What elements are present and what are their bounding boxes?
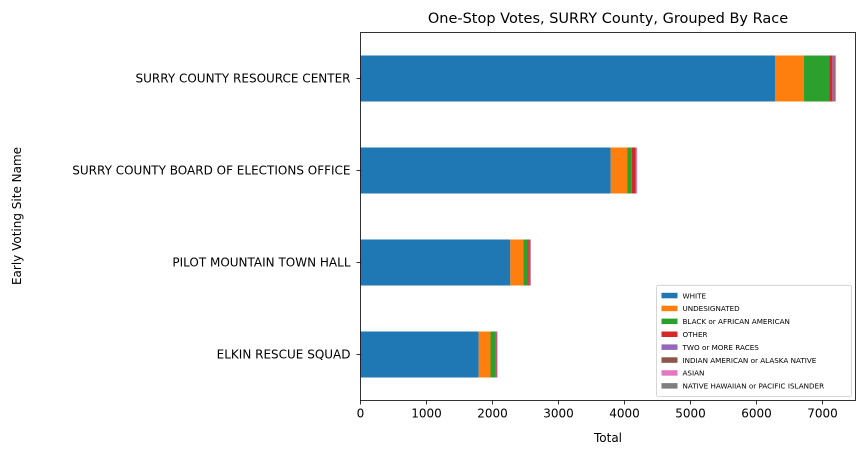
bar-other-elkin-rescue-squad	[495, 331, 497, 378]
legend-label-undesignated: UNDESIGNATED	[683, 304, 741, 313]
bar-white-surry-county-resource-center	[360, 55, 775, 102]
bar-black-or-african-american-surry-county-resource-center	[804, 55, 830, 102]
legend-label-other: OTHER	[683, 330, 708, 339]
bar-other-surry-county-resource-center	[829, 55, 833, 102]
bar-white-surry-county-board-of-elections-office	[360, 147, 611, 194]
bar-two-or-more-races-surry-county-board-of-elections-office	[635, 147, 637, 194]
x-axis-ticks: 0 1000 2000 3000 4000 5000 6000 7000	[357, 400, 838, 421]
legend-swatch-indian-american-or-alaska-native	[661, 357, 678, 363]
bar-indian-american-or-alaska-native-surry-county-resource-center	[834, 55, 836, 102]
bar-white-pilot-mountain-town-hall	[360, 239, 511, 286]
y-tick-label: SURRY COUNTY BOARD OF ELECTIONS OFFICE	[72, 164, 350, 178]
bar-two-or-more-races-surry-county-resource-center	[832, 55, 835, 102]
bar-undesignated-surry-county-board-of-elections-office	[610, 147, 628, 194]
legend-swatch-asian	[661, 370, 678, 376]
legend-label-asian: ASIAN	[683, 369, 705, 378]
legend-label-indian-american-or-alaska-native: INDIAN AMERICAN or ALASKA NATIVE	[683, 356, 817, 365]
chart-title: One-Stop Votes, SURRY County, Grouped By…	[428, 11, 788, 27]
bar-undesignated-elkin-rescue-squad	[478, 331, 491, 378]
legend-swatch-two-or-more-races	[661, 344, 678, 350]
legend-label-white: WHITE	[683, 291, 707, 300]
bar-undesignated-surry-county-resource-center	[774, 55, 805, 102]
legend-swatch-native-hawaiian-or-pacific-islander	[661, 383, 678, 389]
x-tick-label: 1000	[411, 407, 442, 421]
bar-undesignated-pilot-mountain-town-hall	[510, 239, 524, 286]
bar-black-or-african-american-surry-county-board-of-elections-office	[627, 147, 632, 194]
x-tick-label: 0	[357, 407, 365, 421]
x-tick-label: 7000	[807, 407, 838, 421]
x-tick-label: 6000	[741, 407, 772, 421]
bars-layer	[360, 55, 837, 378]
x-tick-label: 3000	[543, 407, 574, 421]
x-tick-label: 4000	[609, 407, 640, 421]
legend-swatch-undesignated	[661, 305, 678, 312]
y-tick-label: SURRY COUNTY RESOURCE CENTER	[136, 72, 351, 86]
x-axis-label: Total	[593, 431, 622, 445]
bar-other-pilot-mountain-town-hall	[528, 239, 530, 286]
legend-swatch-other	[661, 331, 678, 337]
legend-frame	[656, 284, 852, 397]
legend-swatch-white	[661, 292, 678, 299]
bar-black-or-african-american-pilot-mountain-town-hall	[523, 239, 529, 286]
x-tick-label: 2000	[477, 407, 508, 421]
x-tick-label: 5000	[675, 407, 706, 421]
bar-asian-surry-county-resource-center	[835, 55, 836, 102]
y-tick-label: ELKIN RESCUE SQUAD	[217, 348, 351, 362]
legend-label-two-or-more-races: TWO or MORE RACES	[682, 343, 760, 352]
legend-swatch-black-or-african-american	[661, 318, 678, 325]
legend-label-black-or-african-american: BLACK or AFRICAN AMERICAN	[683, 317, 790, 326]
legend-label-native-hawaiian-or-pacific-islander: NATIVE HAWAIIAN or PACIFIC ISLANDER	[683, 382, 825, 391]
plot-frame	[360, 32, 856, 401]
y-tick-label: PILOT MOUNTAIN TOWN HALL	[172, 256, 350, 270]
bar-white-elkin-rescue-squad	[360, 331, 479, 378]
legend: WHITE UNDESIGNATED BLACK or AFRICAN AMERIC…	[656, 284, 852, 397]
bar-two-or-more-races-pilot-mountain-town-hall	[529, 239, 531, 286]
bar-black-or-african-american-elkin-rescue-squad	[490, 331, 496, 378]
bar-other-surry-county-board-of-elections-office	[631, 147, 636, 194]
y-axis-ticks: SURRY COUNTY RESOURCE CENTER SURRY COUNTY…	[72, 72, 361, 362]
y-axis-label: Early Voting Site Name	[10, 147, 24, 285]
